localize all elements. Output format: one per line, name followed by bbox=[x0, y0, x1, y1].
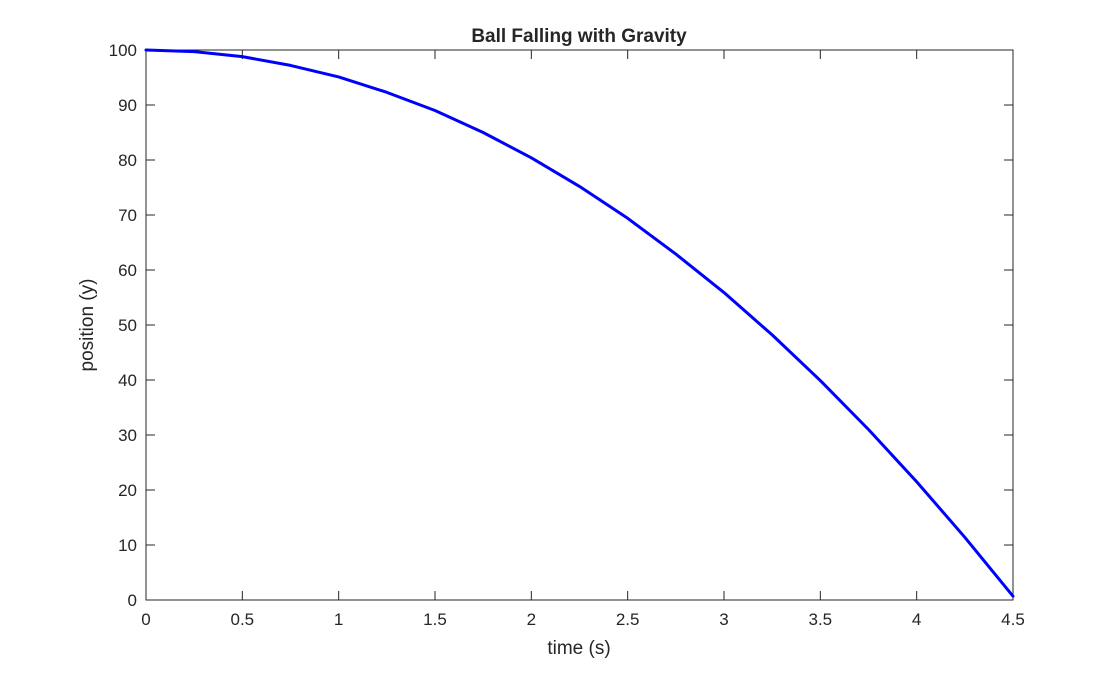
y-tick-label: 60 bbox=[118, 261, 137, 280]
x-tick-label: 1 bbox=[334, 610, 343, 629]
y-tick-label: 50 bbox=[118, 316, 137, 335]
y-tick-label: 10 bbox=[118, 536, 137, 555]
x-tick-label: 2 bbox=[527, 610, 536, 629]
x-tick-label: 3 bbox=[719, 610, 728, 629]
x-axis-label: time (s) bbox=[547, 638, 610, 659]
plot-frame bbox=[145, 49, 1014, 601]
y-tick-label: 20 bbox=[118, 481, 137, 500]
y-axis-label: position (y) bbox=[77, 279, 98, 372]
y-tick-label: 70 bbox=[118, 206, 137, 225]
x-tick-label: 3.5 bbox=[809, 610, 833, 629]
y-tick-label: 100 bbox=[109, 41, 137, 60]
y-tick-label: 0 bbox=[128, 591, 137, 610]
y-tick-label: 40 bbox=[118, 371, 137, 390]
y-axis: 0 10 20 30 40 50 60 70 80 90 100 bbox=[109, 41, 1013, 610]
x-tick-label: 2.5 bbox=[616, 610, 640, 629]
x-tick-label: 0 bbox=[141, 610, 150, 629]
y-tick-label: 80 bbox=[118, 151, 137, 170]
x-tick-label: 4.5 bbox=[1001, 610, 1025, 629]
series-line bbox=[144, 48, 1015, 598]
series-layer bbox=[144, 48, 1015, 598]
y-tick-label: 30 bbox=[118, 426, 137, 445]
chart-title: Ball Falling with Gravity bbox=[471, 26, 687, 47]
x-tick-label: 0.5 bbox=[231, 610, 255, 629]
y-tick-label: 90 bbox=[118, 96, 137, 115]
plot-area bbox=[145, 49, 1014, 601]
x-tick-label: 1.5 bbox=[423, 610, 447, 629]
x-tick-label: 4 bbox=[912, 610, 921, 629]
x-axis: 0 0.5 1 1.5 2 2.5 3 3.5 4 4.5 bbox=[141, 50, 1025, 629]
